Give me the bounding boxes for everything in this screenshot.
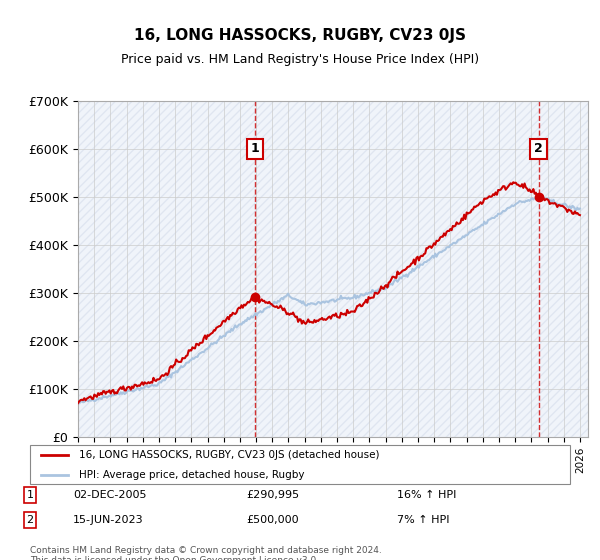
Text: 16% ↑ HPI: 16% ↑ HPI	[397, 490, 457, 500]
Text: £500,000: £500,000	[246, 515, 299, 525]
Text: 16, LONG HASSOCKS, RUGBY, CV23 0JS: 16, LONG HASSOCKS, RUGBY, CV23 0JS	[134, 28, 466, 43]
Text: Contains HM Land Registry data © Crown copyright and database right 2024.
This d: Contains HM Land Registry data © Crown c…	[30, 546, 382, 560]
Text: Price paid vs. HM Land Registry's House Price Index (HPI): Price paid vs. HM Land Registry's House …	[121, 53, 479, 66]
FancyBboxPatch shape	[30, 445, 570, 484]
Text: HPI: Average price, detached house, Rugby: HPI: Average price, detached house, Rugb…	[79, 470, 304, 479]
Text: 1: 1	[26, 490, 34, 500]
Text: 02-DEC-2005: 02-DEC-2005	[73, 490, 146, 500]
Text: 15-JUN-2023: 15-JUN-2023	[73, 515, 144, 525]
Text: £290,995: £290,995	[246, 490, 299, 500]
Text: 7% ↑ HPI: 7% ↑ HPI	[397, 515, 450, 525]
Text: 2: 2	[26, 515, 34, 525]
Text: 16, LONG HASSOCKS, RUGBY, CV23 0JS (detached house): 16, LONG HASSOCKS, RUGBY, CV23 0JS (deta…	[79, 450, 379, 460]
Text: 2: 2	[534, 142, 543, 155]
Text: 1: 1	[250, 142, 259, 155]
